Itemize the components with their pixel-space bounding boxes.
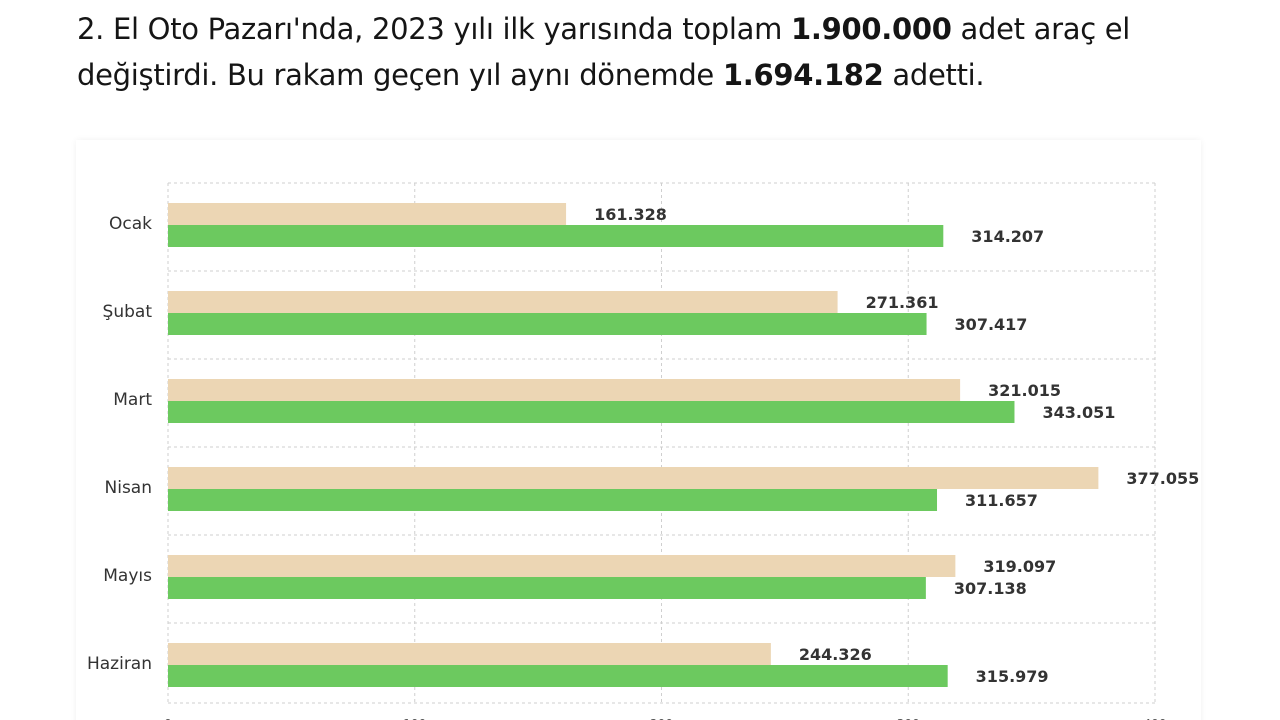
bar: [168, 225, 944, 247]
bar: [168, 489, 938, 511]
bar: [168, 555, 956, 577]
x-tick-label: 100: [403, 717, 426, 720]
category-label: Şubat: [103, 302, 153, 322]
paragraph-text-2: adet araç el: [951, 12, 1131, 46]
data-label: 311.657: [965, 491, 1038, 510]
bar: [168, 665, 948, 687]
data-label: 314.207: [971, 227, 1044, 246]
data-label: 315.979: [976, 667, 1049, 686]
category-label: Mart: [113, 390, 152, 410]
paragraph-text-4: adetti.: [883, 58, 985, 92]
chart-card: Ocak 161.328 314.207 Şubat 271.361 307.417 Mar…: [76, 140, 1201, 720]
data-label: 319.097: [983, 557, 1056, 576]
paragraph-text-1: 2. El Oto Pazarı'nda, 2023 yılı ilk yarı…: [77, 12, 792, 46]
bar: [168, 313, 927, 335]
data-label: 377.055: [1126, 469, 1199, 488]
data-label: 307.417: [955, 315, 1028, 334]
category-label: Mayıs: [103, 566, 152, 586]
data-label: 343.051: [1042, 403, 1115, 422]
category-label: Nisan: [105, 478, 153, 498]
data-label: 161.328: [594, 205, 667, 224]
bar: [168, 577, 926, 599]
bar: [168, 467, 1099, 489]
bar: [168, 379, 961, 401]
x-tick-label: 300: [897, 717, 920, 720]
bar: [168, 643, 771, 665]
data-label: 321.015: [988, 381, 1061, 400]
data-label: 307.138: [954, 579, 1027, 598]
x-tick-label: 400: [1144, 717, 1167, 720]
data-label: 244.326: [799, 645, 872, 664]
paragraph-text-3: değiştirdi. Bu rakam geçen yıl aynı döne…: [77, 58, 723, 92]
total-2023-value: 1.900.000: [791, 12, 952, 46]
total-2022-value: 1.694.182: [722, 58, 884, 92]
bar-chart: Ocak 161.328 314.207 Şubat 271.361 307.417 Mar…: [87, 182, 1199, 720]
x-tick-label: 200: [650, 717, 673, 720]
bar: [168, 291, 838, 313]
data-label: 271.361: [866, 293, 939, 312]
category-label: Haziran: [87, 654, 152, 674]
article-paragraph: 2. El Oto Pazarı'nda, 2023 yılı ilk yarı…: [77, 6, 1217, 98]
x-tick-label: 0: [164, 717, 172, 720]
bar: [168, 203, 567, 225]
category-label: Ocak: [109, 214, 152, 234]
bar: [168, 401, 1015, 423]
